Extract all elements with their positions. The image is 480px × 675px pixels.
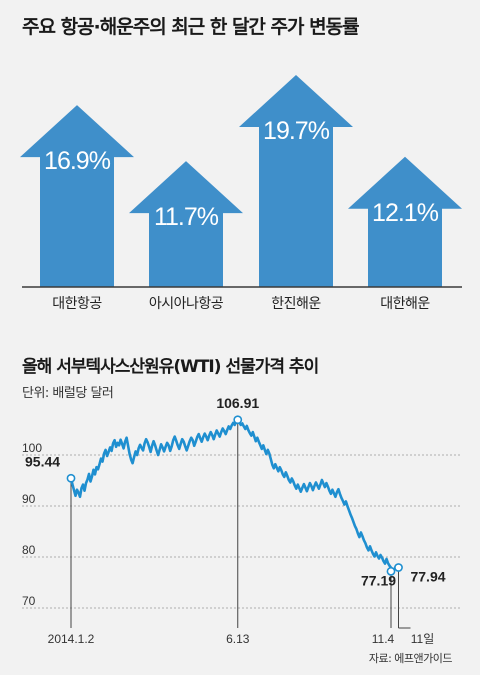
arrow-value-label: 16.9%	[44, 147, 111, 175]
bar-chart-title: 주요 항공·해운주의 최근 한 달간 주가 변동률	[22, 16, 359, 38]
arrow-bar	[239, 75, 353, 287]
x-tick-labels: 2014.1.2 6.13 11.4 11일	[48, 632, 435, 646]
arrow-bar	[348, 156, 462, 287]
arrow-category-label: 한진해운	[271, 296, 321, 312]
arrow-value-label: 11.7%	[154, 203, 219, 231]
line-chart-title: 올해 서부텍사스산원유(WTI) 선물가격 추이	[22, 357, 318, 377]
unit-label: 단위: 배럴당 달러	[22, 386, 113, 401]
arrow-bar	[129, 161, 243, 287]
annotation-markers	[66, 415, 403, 576]
annotation-label: 95.44	[25, 453, 60, 469]
y-tick-labels: 100 90 80 70	[22, 441, 42, 608]
y-tick-label: 90	[22, 492, 36, 506]
y-gridlines	[22, 454, 462, 609]
annotation-labels: 95.44 106.91 77.19 77.94	[25, 395, 446, 589]
arrow-category-label: 아시아나항공	[149, 296, 224, 312]
annotation-label: 106.91	[216, 395, 259, 411]
x-tick-label: 2014.1.2	[48, 632, 95, 646]
y-tick-label: 100	[22, 441, 42, 455]
source-label: 자료: 에프앤가이드	[369, 652, 453, 665]
annotation-label: 77.19	[361, 572, 396, 588]
wti-series-line	[69, 418, 401, 573]
arrow-category-label: 대한해운	[380, 296, 430, 312]
annotation-leader-lines	[70, 419, 411, 629]
annotation-marker	[394, 563, 403, 572]
arrow-value-label: 19.7%	[263, 117, 330, 145]
arrow-category-labels: 대한항공 아시아나항공 한진해운 대한해운	[52, 296, 431, 312]
annotation-marker	[233, 415, 243, 425]
annotation-label: 77.94	[410, 569, 445, 585]
x-tick-label: 11.4	[372, 632, 395, 646]
y-tick-label: 80	[22, 543, 36, 557]
annotation-marker	[386, 566, 396, 576]
arrow-category-label: 대한항공	[52, 296, 102, 312]
arrow-bars: 16.9% 11.7% 19.7% 12.1%	[20, 75, 462, 287]
arrow-value-label: 12.1%	[372, 199, 439, 227]
arrow-bar	[20, 105, 134, 287]
x-tick-label: 11일	[411, 632, 435, 646]
x-tick-label: 6.13	[226, 632, 250, 646]
y-tick-label: 70	[22, 594, 36, 608]
annotation-marker	[66, 473, 76, 483]
